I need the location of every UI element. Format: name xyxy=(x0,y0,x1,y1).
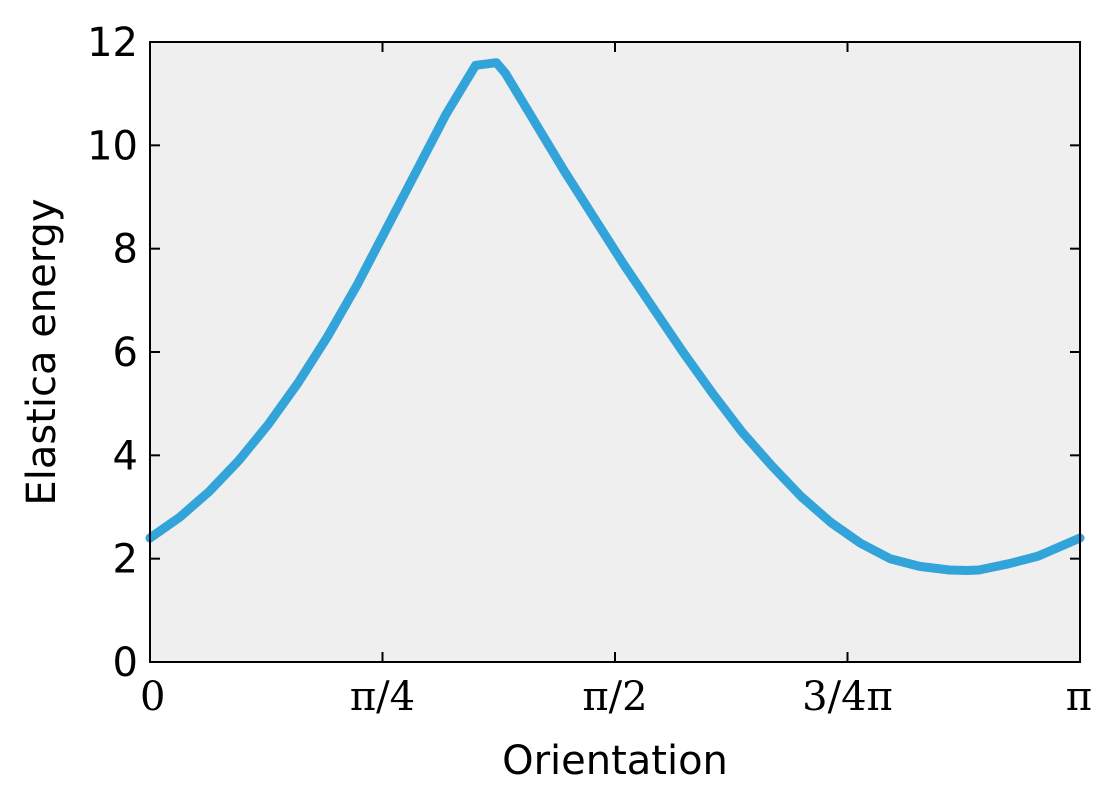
x-tick-label-4: π xyxy=(1066,674,1092,720)
x-tick-label-0: 0 xyxy=(140,674,165,720)
x-tick-label-3: 3/4π xyxy=(802,674,893,720)
y-tick-label-1: 2 xyxy=(113,537,138,583)
y-tick-label-0: 0 xyxy=(113,640,138,686)
y-tick-label-2: 4 xyxy=(113,433,138,479)
x-tick-label-2: π/2 xyxy=(582,674,647,720)
curve-layer xyxy=(145,58,1085,575)
y-axis-label: Elastica energy xyxy=(19,198,65,505)
energy-curve xyxy=(145,58,1085,575)
y-tick-label-3: 6 xyxy=(113,330,138,376)
plot-background xyxy=(150,42,1080,662)
x-axis-label: Orientation xyxy=(502,738,728,784)
y-tick-label-6: 12 xyxy=(87,20,138,66)
y-tick-label-5: 10 xyxy=(87,123,138,169)
y-tick-label-4: 8 xyxy=(113,227,138,273)
x-ticks: 0 π/4 π/2 3/4π π xyxy=(140,42,1092,720)
y-ticks: 0 2 4 6 8 10 12 xyxy=(87,20,1080,686)
x-tick-label-1: π/4 xyxy=(350,674,415,720)
